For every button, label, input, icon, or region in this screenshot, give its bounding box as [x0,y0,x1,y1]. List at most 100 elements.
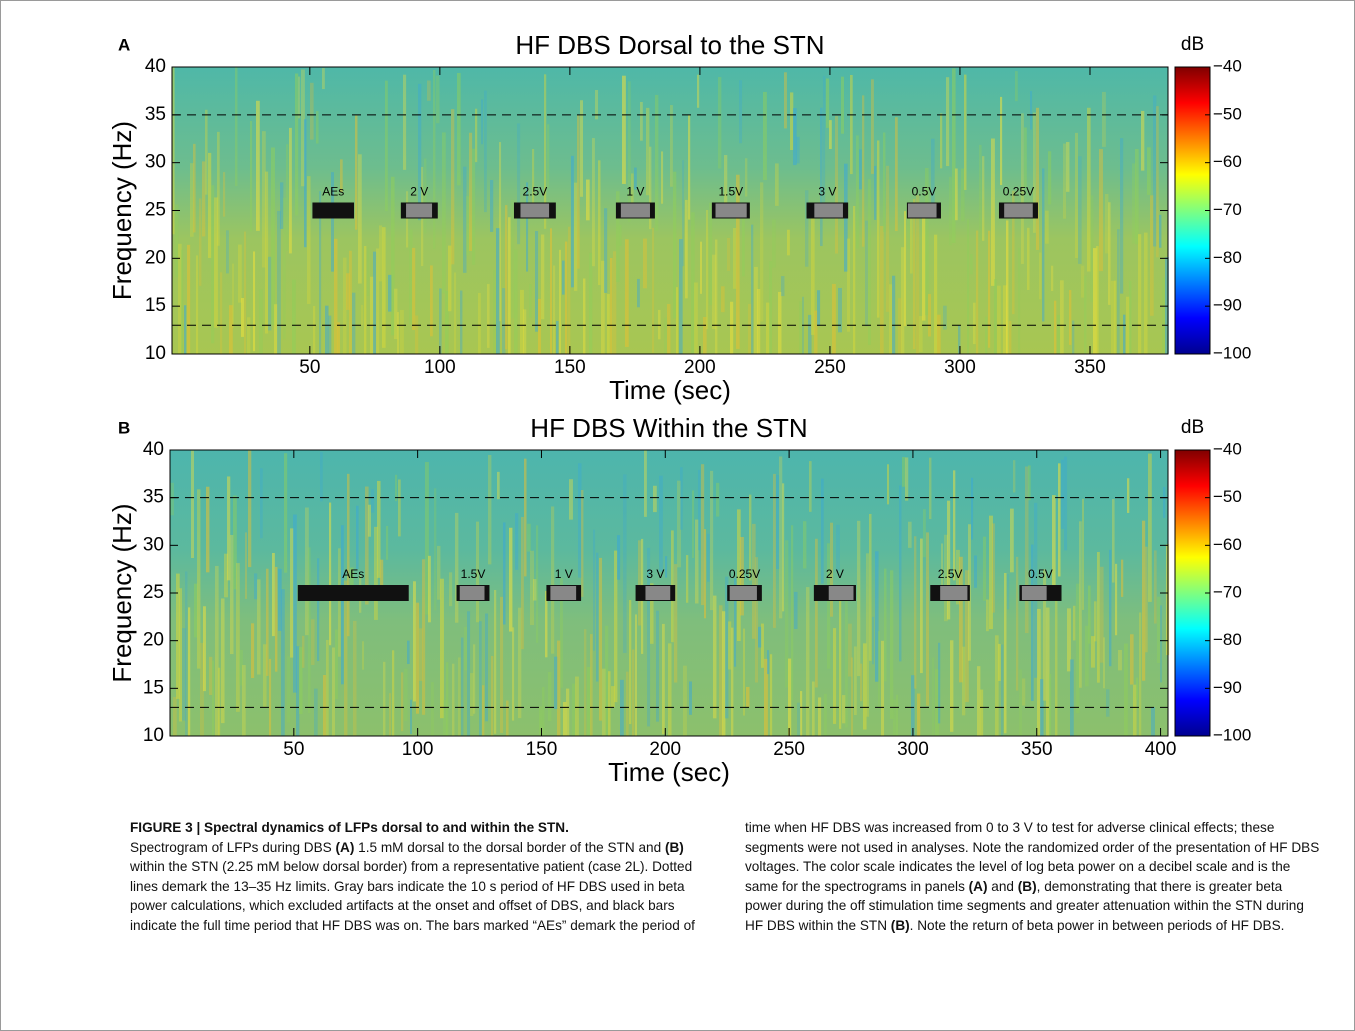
spectrogram-texture [761,623,764,668]
spectrogram-texture [536,525,539,643]
spectrogram-texture [467,611,471,736]
bar-label: 2 V [410,185,428,199]
spectrogram-texture [281,589,285,736]
spectrogram-texture [1106,689,1110,717]
spectrogram-texture [856,135,859,249]
spectrogram-texture [637,278,640,308]
caption-text: (B) [664,839,684,855]
spectrogram-texture [787,229,790,256]
spectrogram-texture [289,127,292,254]
spectrogram-texture [920,538,923,674]
spectrogram-texture [554,656,558,709]
spectrogram-texture [1031,544,1034,701]
spectrogram-texture [1057,314,1061,354]
spectrogram-texture [176,573,180,699]
spectrogram-texture [938,642,941,724]
spectrogram-texture [1153,95,1157,247]
dbs-on-bar [297,585,409,601]
spectrogram-texture [484,90,487,213]
spectrogram-texture [977,666,981,736]
spectrogram-texture [224,553,228,598]
spectrogram-texture [365,486,369,605]
spectrogram-texture [269,658,272,736]
colorbar-tick-label: −60 [1213,152,1242,171]
spectrogram-texture [727,237,731,271]
spectrogram-texture [967,219,970,354]
spectrogram-texture [460,290,463,354]
spectrogram-texture [1099,149,1103,272]
spectrogram-texture [218,667,221,736]
spectrogram-texture [1082,498,1085,610]
spectrogram-texture [569,479,573,520]
spectrogram-texture [694,282,698,354]
y-axis-title: Frequency (Hz) [107,503,137,682]
spectrogram-texture [988,230,991,348]
spectrogram-texture [377,480,381,578]
spectrogram-texture [875,551,879,682]
spectrogram-texture [539,706,543,736]
spectrogram-texture [1070,659,1074,736]
spectrogram-texture [1136,677,1139,700]
spectrogram-texture [599,557,603,721]
spectrogram-texture [358,154,362,284]
spectrogram-texture [1078,156,1082,264]
spectrogram-texture [466,196,470,256]
spectrogram-texture [902,456,906,487]
spectrogram-texture [616,191,620,282]
y-tick-label: 20 [145,247,166,268]
spectrogram-texture [335,629,338,699]
spectrogram-texture [934,234,938,354]
spectrogram-texture [392,650,395,736]
spectrogram-texture [655,94,659,231]
spectrogram-texture [215,565,219,736]
spectrogram-texture [679,239,683,354]
spectrogram-texture [721,286,725,313]
x-tick-label: 300 [944,357,976,378]
y-tick-label: 35 [143,487,164,508]
spectrogram-texture [220,272,223,354]
spectrogram-texture [611,686,615,708]
colorbar-tick-label: −80 [1213,630,1242,649]
spectrogram-texture [1000,96,1003,186]
spectrogram-texture [940,113,943,169]
spectrogram-texture [947,500,951,620]
spectrogram-texture [667,304,671,354]
spectrogram-texture [464,626,468,671]
spectrogram-texture [607,294,610,354]
spectrogram-texture [305,507,309,636]
spectrogram-texture [256,100,260,231]
spectrogram-texture [764,658,768,736]
spectrogram-texture [545,590,548,658]
x-tick-label: 150 [526,739,558,760]
spectrogram-texture [574,182,578,291]
spectrogram-texture [830,522,834,617]
spectrogram-texture [1055,586,1058,736]
y-tick-label: 30 [145,152,166,173]
spectrogram-texture [605,625,609,736]
spectrogram-texture [896,694,899,736]
spectrogram-texture [923,509,926,558]
spectrogram-texture [473,644,476,714]
spectrogram-texture [1058,463,1061,577]
spectrogram-texture [1138,234,1142,354]
spectrogram-texture [617,535,621,580]
spectrogram-texture [320,452,323,502]
spectrogram-texture [265,171,269,334]
spectrogram-texture [853,205,856,354]
spectrogram-texture [976,230,979,354]
spectrogram-texture [697,74,700,108]
colorbar [1174,449,1211,737]
spectrogram-texture [196,255,199,354]
spectrogram-texture [559,249,562,354]
spectrogram-texture [716,482,720,517]
x-tick-label: 100 [402,739,434,760]
spectrogram-texture [508,217,511,354]
spectrogram-texture [1060,280,1064,354]
spectrogram-texture [272,552,275,637]
spectrogram-texture [232,263,235,328]
spectrogram-texture [368,504,371,537]
spectrogram-texture [1100,566,1104,663]
spectrogram-texture [1063,143,1067,219]
spectrogram-texture [857,520,861,677]
spectrogram-texture [718,77,722,169]
